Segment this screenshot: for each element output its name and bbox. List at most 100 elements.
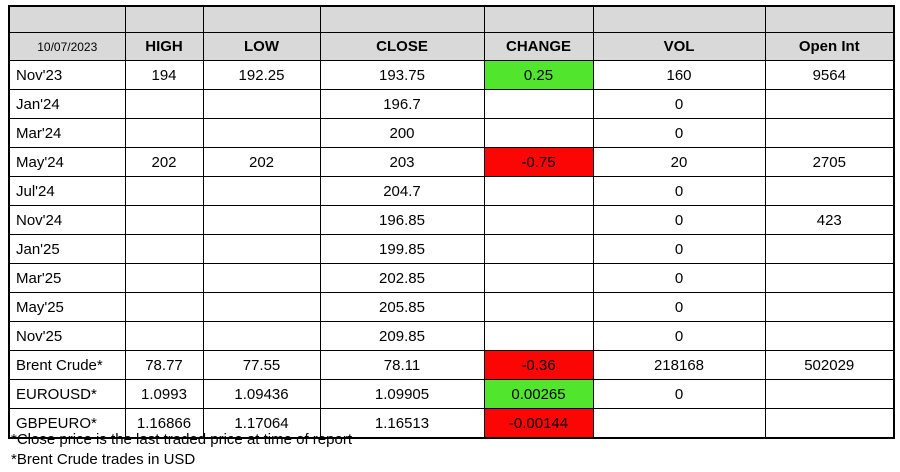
change-cell: -0.00144: [483, 408, 594, 439]
table-row: Nov'25 209.85 0: [8, 321, 895, 351]
low-cell: [202, 89, 321, 119]
vol-cell: 0: [592, 292, 766, 322]
close-cell: 196.85: [319, 205, 485, 235]
row-label: Jan'24: [8, 89, 126, 119]
open-int-cell: [764, 408, 895, 439]
spacer-cell: [202, 5, 321, 33]
low-cell: [202, 263, 321, 293]
close-cell: 196.7: [319, 89, 485, 119]
high-cell: [124, 176, 204, 206]
vol-cell: 0: [592, 118, 766, 148]
table-row: GBPEURO* 1.16866 1.17064 1.16513 -0.00144: [8, 408, 895, 439]
column-header-high: HIGH: [124, 32, 204, 61]
high-cell: 1.0993: [124, 379, 204, 409]
vol-cell: 0: [592, 89, 766, 119]
high-cell: [124, 118, 204, 148]
row-label: Jan'25: [8, 234, 126, 264]
low-cell: [202, 176, 321, 206]
column-header-low: LOW: [202, 32, 321, 61]
close-cell: 1.09905: [319, 379, 485, 409]
row-label: EUROUSD*: [8, 379, 126, 409]
change-cell: [483, 263, 594, 293]
vol-cell: 20: [592, 147, 766, 177]
close-cell: 205.85: [319, 292, 485, 322]
open-int-cell: [764, 321, 895, 351]
futures-price-table: 10/07/2023 HIGH LOW CLOSE CHANGE VOL Ope…: [8, 5, 895, 439]
close-cell: 200: [319, 118, 485, 148]
open-int-cell: [764, 292, 895, 322]
spacer-row: [8, 5, 895, 33]
table-row: May'24 202 202 203 -0.75 20 2705: [8, 147, 895, 177]
close-cell: 78.11: [319, 350, 485, 380]
open-int-cell: 9564: [764, 60, 895, 90]
row-label: GBPEURO*: [8, 408, 126, 439]
low-cell: 192.25: [202, 60, 321, 90]
row-label: Nov'24: [8, 205, 126, 235]
open-int-cell: [764, 263, 895, 293]
spacer-cell: [319, 5, 485, 33]
low-cell: [202, 205, 321, 235]
close-cell: 1.16513: [319, 408, 485, 439]
row-label: Jul'24: [8, 176, 126, 206]
table-row: Nov'24 196.85 0 423: [8, 205, 895, 235]
vol-cell: [592, 408, 766, 439]
high-cell: 202: [124, 147, 204, 177]
table-row: Jul'24 204.7 0: [8, 176, 895, 206]
spacer-cell: [124, 5, 204, 33]
close-cell: 202.85: [319, 263, 485, 293]
spacer-cell: [592, 5, 766, 33]
change-cell: -0.75: [483, 147, 594, 177]
open-int-cell: [764, 176, 895, 206]
footnotes: *Close price is the last traded price at…: [11, 430, 352, 470]
vol-cell: 0: [592, 263, 766, 293]
high-cell: [124, 263, 204, 293]
change-cell: [483, 234, 594, 264]
table-row: Jan'25 199.85 0: [8, 234, 895, 264]
column-header-vol: VOL: [592, 32, 766, 61]
low-cell: 77.55: [202, 350, 321, 380]
row-label: Nov'23: [8, 60, 126, 90]
report-date: 10/07/2023: [8, 32, 126, 61]
table-row: May'25 205.85 0: [8, 292, 895, 322]
change-cell: [483, 176, 594, 206]
change-cell: -0.36: [483, 350, 594, 380]
vol-cell: 0: [592, 234, 766, 264]
high-cell: [124, 292, 204, 322]
high-cell: 78.77: [124, 350, 204, 380]
spacer-cell: [764, 5, 895, 33]
table-row: Nov'23 194 192.25 193.75 0.25 160 9564: [8, 60, 895, 90]
vol-cell: 218168: [592, 350, 766, 380]
open-int-cell: 2705: [764, 147, 895, 177]
open-int-cell: 502029: [764, 350, 895, 380]
table-body: 10/07/2023 HIGH LOW CLOSE CHANGE VOL Ope…: [8, 5, 895, 439]
column-header-change: CHANGE: [483, 32, 594, 61]
open-int-cell: [764, 89, 895, 119]
change-cell: [483, 205, 594, 235]
close-cell: 203: [319, 147, 485, 177]
low-cell: [202, 234, 321, 264]
change-cell: [483, 292, 594, 322]
row-label: May'25: [8, 292, 126, 322]
high-cell: [124, 234, 204, 264]
low-cell: 1.09436: [202, 379, 321, 409]
table-row: Brent Crude* 78.77 77.55 78.11 -0.36 218168 50…: [8, 350, 895, 380]
open-int-cell: [764, 118, 895, 148]
spacer-cell: [483, 5, 594, 33]
low-cell: 1.17064: [202, 408, 321, 439]
header-row: 10/07/2023 HIGH LOW CLOSE CHANGE VOL Ope…: [8, 32, 895, 61]
vol-cell: 0: [592, 176, 766, 206]
table-row: Mar'24 200 0: [8, 118, 895, 148]
vol-cell: 0: [592, 379, 766, 409]
table-row: Jan'24 196.7 0: [8, 89, 895, 119]
spacer-cell: [8, 5, 126, 33]
row-label: Mar'25: [8, 263, 126, 293]
vol-cell: 0: [592, 205, 766, 235]
row-label: May'24: [8, 147, 126, 177]
change-cell: 0.00265: [483, 379, 594, 409]
change-cell: [483, 89, 594, 119]
open-int-cell: [764, 379, 895, 409]
low-cell: [202, 321, 321, 351]
close-cell: 209.85: [319, 321, 485, 351]
table-row: EUROUSD* 1.0993 1.09436 1.09905 0.00265 0: [8, 379, 895, 409]
table-row: Mar'25 202.85 0: [8, 263, 895, 293]
